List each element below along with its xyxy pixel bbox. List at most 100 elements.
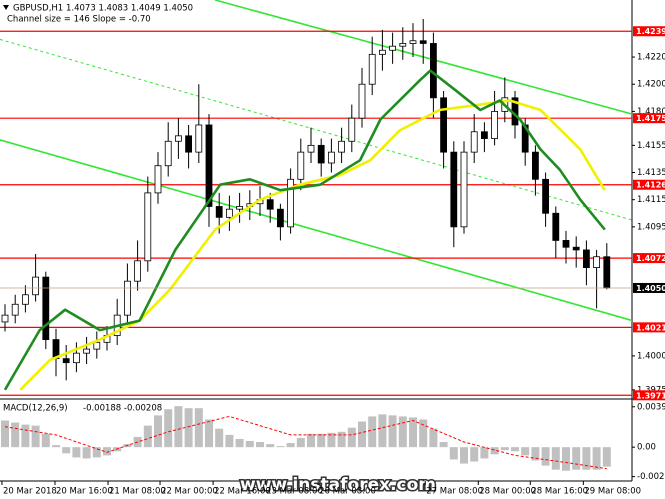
macd-bar: [82, 447, 91, 459]
macd-bar: [143, 425, 152, 448]
macd-bar: [72, 447, 81, 458]
y-tick-label: 1.4000: [637, 351, 665, 361]
candle-body: [368, 53, 376, 85]
candle-body: [174, 135, 182, 142]
macd-bar: [460, 447, 468, 464]
macd-bar: [92, 447, 101, 458]
candle-body: [287, 178, 295, 228]
macd-panel: [1, 406, 611, 471]
x-tick-label: 27 Mar 08:00: [426, 487, 483, 497]
macd-bar: [388, 415, 397, 448]
macd-bar: [419, 419, 428, 448]
trend-line: [0, 139, 632, 322]
x-tick-label: 20 Mar 16:00: [56, 487, 113, 497]
candle-body: [185, 135, 193, 153]
macd-bar: [286, 443, 295, 448]
candle-body: [593, 256, 600, 268]
candle-body: [236, 206, 244, 210]
level-label: 1.4021: [636, 323, 665, 332]
candle-body: [470, 131, 478, 153]
y-tick-label: 0.00: [637, 443, 656, 453]
level-label: 1.4175: [636, 114, 665, 123]
macd-bar: [480, 447, 489, 459]
moving-average: [3, 69, 606, 391]
y-tick-label: 1.4115: [637, 195, 665, 205]
candle-body: [164, 140, 172, 167]
candle-body: [583, 249, 590, 268]
candle-body: [419, 40, 427, 44]
candle-body: [399, 43, 407, 47]
macd-bar: [470, 447, 479, 462]
chart-title: GBPUSD,H1: [13, 4, 63, 14]
level-label: 1.3971: [636, 391, 665, 400]
candle-body: [491, 110, 499, 139]
candle-body: [389, 45, 397, 51]
y-tick-label: 1.4220: [637, 53, 665, 63]
macd-bar: [1, 420, 9, 448]
x-tick-label: 22 Mar 16:00: [214, 487, 271, 497]
candle-body: [572, 246, 580, 251]
level-label: 1.4126: [636, 181, 665, 190]
x-tick-label: 20 Mar 2018: [3, 487, 57, 497]
candle-body: [73, 352, 80, 364]
ohlc-readout: 1.4073 1.4083 1.4049 1.4050: [66, 4, 193, 14]
candle-body: [195, 124, 203, 153]
y-tick-label: -0.00287: [637, 472, 665, 482]
macd-bar: [429, 428, 438, 448]
candle-body: [62, 358, 70, 364]
moving-average: [19, 99, 606, 391]
x-tick-label: 22 Mar 00:00: [161, 487, 218, 497]
macd-bar: [245, 441, 254, 448]
trend-line: [0, 38, 632, 221]
last-price-box: [633, 282, 665, 293]
chart-subtitle: Channel size = 146 Slope = -0.70: [7, 15, 151, 25]
macd-readout: -0.00188 -0.00208: [83, 404, 162, 414]
candle-body: [480, 131, 488, 139]
candle-body: [42, 276, 50, 340]
macd-bar: [266, 444, 275, 448]
candle-body: [338, 140, 346, 153]
candle-body: [378, 49, 386, 55]
candle-body: [124, 280, 131, 316]
macd-bar: [562, 447, 570, 471]
macd-bar: [307, 433, 315, 448]
candle-body: [552, 212, 560, 241]
level-box: [633, 322, 665, 333]
macd-bar: [21, 424, 30, 448]
macd-bar: [11, 422, 20, 448]
macd-bar: [368, 416, 377, 448]
watermark: www.instaforex.com: [240, 475, 436, 495]
x-tick-label: 28 Mar 16:00: [531, 487, 588, 497]
macd-bar: [541, 447, 550, 466]
candle-body: [297, 151, 305, 180]
candle-body: [327, 151, 335, 164]
candle-body: [154, 165, 162, 194]
candle-body: [460, 151, 468, 228]
level-box: [633, 113, 665, 124]
macd-bar: [31, 425, 40, 448]
level-label: 1.4239: [636, 27, 665, 36]
macd-bar: [276, 446, 285, 448]
y-tick-label: 1.4200: [637, 80, 665, 90]
macd-bar: [154, 415, 162, 448]
candle-body: [144, 192, 152, 262]
macd-bar: [551, 447, 560, 470]
macd-bar: [62, 447, 71, 454]
candle-body: [32, 276, 39, 296]
macd-bar: [317, 433, 326, 448]
x-tick-label: 28 Mar 00:00: [479, 487, 536, 497]
overlay: GBPUSD,H1 1.4073 1.4083 1.4049 1.4050 Ch…: [1, 4, 665, 497]
macd-bar: [256, 442, 264, 448]
y-tick-label: 1.4095: [637, 222, 665, 232]
candle-body: [21, 294, 29, 305]
candle-body: [276, 208, 284, 228]
macd-bar: [592, 447, 601, 470]
macd-bar: [358, 421, 366, 448]
macd-bar: [205, 419, 213, 448]
candle-body: [542, 178, 549, 214]
macd-bar: [449, 447, 458, 460]
candle-body: [225, 208, 233, 218]
